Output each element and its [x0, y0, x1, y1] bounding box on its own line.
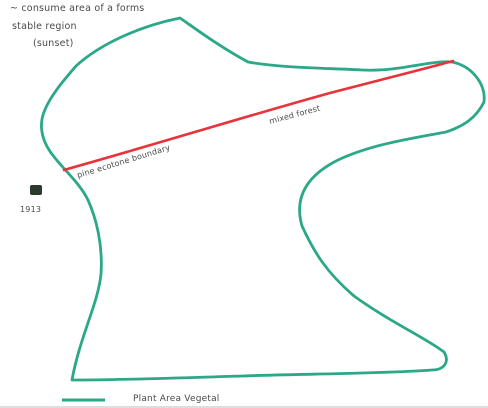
site-marker [30, 185, 42, 195]
legend-label: Plant Area Vegetal [133, 394, 220, 404]
boundary-line [62, 59, 455, 172]
region-outline [40, 16, 486, 382]
note-line-1: ~ consume area of a forms [10, 3, 144, 14]
note-line-3: (sunset) [33, 38, 74, 49]
note-line-2: stable region [12, 21, 77, 32]
site-marker-label: 1913 [20, 205, 41, 214]
notes: ~ consume area of a forms stable region … [10, 3, 144, 49]
